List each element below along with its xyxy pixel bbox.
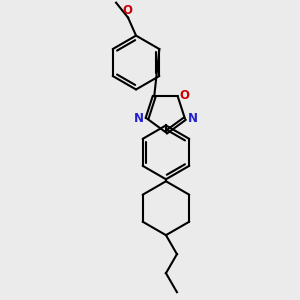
Text: O: O <box>180 89 190 102</box>
Text: N: N <box>188 112 198 125</box>
Text: O: O <box>122 4 132 16</box>
Text: N: N <box>134 112 144 125</box>
